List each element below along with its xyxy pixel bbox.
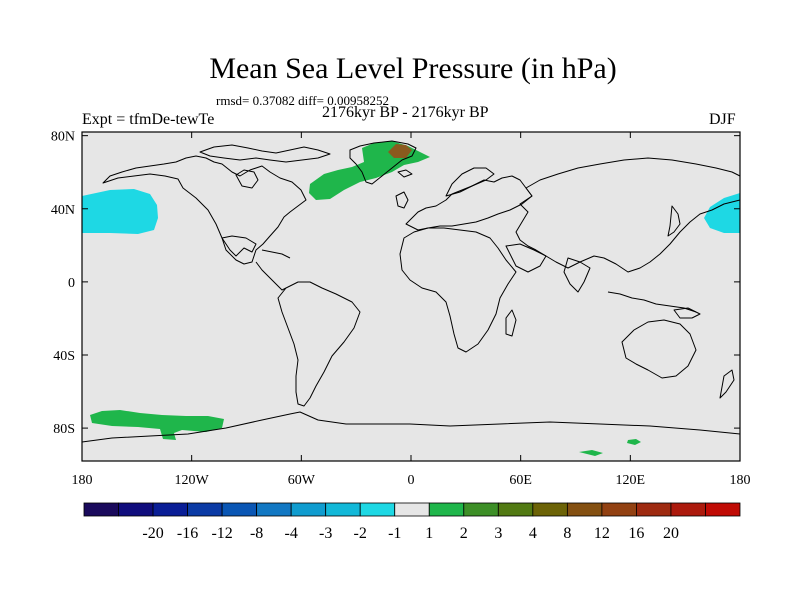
coastlines [81, 140, 741, 443]
colorbar-label-2: -12 [211, 525, 232, 542]
colorbar-swatch-18 [705, 502, 741, 517]
stats-label: rmsd= 0.37082 diff= 0.00958252 [216, 93, 389, 108]
colorbar-swatch-0 [83, 502, 119, 517]
lat-label-2: 0 [68, 276, 75, 291]
anomaly-southern-pacific [90, 410, 224, 440]
anomaly-north-pacific-east [704, 193, 740, 233]
colorbar-swatch-7 [325, 502, 361, 517]
colorbar-label-10: 3 [494, 525, 502, 542]
coast-africa [399, 227, 517, 353]
coast-gulf-of-mexico [221, 235, 257, 257]
lon-label-5: 120E [616, 473, 646, 488]
coast-caribbean [261, 249, 291, 259]
colorbar-swatch-4 [221, 502, 258, 517]
coast-madagascar [505, 309, 517, 337]
experiment-label: Expt = tfmDe-tewTe [82, 111, 215, 128]
colorbar-swatch-12 [497, 502, 534, 517]
period-label: 2176kyr BP - 2176kyr BP [322, 104, 489, 121]
colorbar-label-6: -2 [354, 525, 367, 542]
colorbar-swatch-8 [359, 502, 396, 517]
coast-scandinavia [445, 167, 495, 197]
colorbar-swatch-11 [463, 502, 499, 517]
lon-label-0: 180 [72, 473, 93, 488]
colorbar-swatch-5 [256, 502, 292, 517]
lat-label-4: 80S [53, 422, 75, 437]
lon-label-6: 180 [730, 473, 751, 488]
season-label: DJF [709, 111, 736, 128]
coast-antarctica [81, 411, 741, 443]
colorbar-swatch-6 [290, 502, 327, 517]
coast-britain [395, 191, 409, 209]
colorbar-swatch-14 [566, 502, 603, 517]
colorbar: -20 -16 -12 -8 -4 -3 -2 -1 1 2 3 4 8 12 16 20 [83, 502, 741, 542]
colorbar-swatch-3 [187, 502, 223, 517]
colorbar-swatch-2 [152, 502, 188, 517]
coast-australia [621, 319, 697, 379]
anomaly-southern-indian [627, 439, 641, 445]
anomaly-greenland-core [388, 144, 412, 158]
colorbar-label-12: 8 [563, 525, 571, 542]
colorbar-label-11: 4 [529, 525, 537, 542]
colorbar-label-3: -8 [250, 525, 263, 542]
map-background [82, 132, 740, 461]
coast-hudson-bay [235, 169, 259, 189]
coast-new-guinea [673, 307, 701, 319]
lat-label-1: 40N [51, 203, 75, 218]
colorbar-label-9: 2 [460, 525, 468, 542]
coast-greenland [349, 140, 417, 185]
coast-iceland [397, 169, 413, 178]
coast-india [563, 257, 591, 293]
colorbar-label-5: -3 [319, 525, 332, 542]
colorbar-swatch-17 [670, 502, 706, 517]
coast-asia [515, 157, 741, 273]
lat-label-3: 40S [53, 349, 75, 364]
coast-south-america [277, 281, 361, 407]
lon-label-3: 0 [408, 473, 415, 488]
colorbar-label-8: 1 [425, 525, 433, 542]
colorbar-label-1: -16 [177, 525, 198, 542]
map-axes: 80N 40N 0 40S 80S 180 120W 60W 0 60E 120E 180 [51, 130, 751, 488]
colorbar-swatch-1 [118, 502, 154, 517]
colorbar-label-13: 12 [594, 525, 610, 542]
colorbar-label-7: -1 [388, 525, 401, 542]
anomaly-fills [82, 141, 740, 456]
anomaly-antarctic-coast [579, 450, 603, 456]
colorbar-swatch-13 [532, 502, 568, 517]
colorbar-label-4: -4 [284, 525, 297, 542]
coast-europe [405, 175, 533, 231]
coast-central-america [255, 261, 287, 291]
lon-label-2: 60W [288, 473, 316, 488]
coast-japan [667, 205, 681, 237]
colorbar-swatch-10 [428, 502, 465, 517]
colorbar-swatch-16 [636, 502, 672, 517]
lon-label-1: 120W [175, 473, 210, 488]
colorbar-label-0: -20 [142, 525, 163, 542]
colorbar-swatch-15 [601, 502, 637, 517]
colorbar-swatch-9 [394, 502, 430, 517]
lat-label-0: 80N [51, 130, 75, 145]
colorbar-label-14: 16 [628, 525, 644, 542]
coast-arabia [505, 243, 547, 273]
colorbar-label-15: 20 [663, 525, 679, 542]
lon-label-4: 60E [509, 473, 532, 488]
coast-indonesia [607, 291, 697, 313]
coast-new-zealand [719, 369, 735, 399]
coast-arctic-islands [199, 144, 331, 163]
coast-north-america [102, 155, 307, 265]
anomaly-north-pacific-west [82, 189, 158, 234]
chart-title: Mean Sea Level Pressure (in hPa) [209, 52, 617, 85]
